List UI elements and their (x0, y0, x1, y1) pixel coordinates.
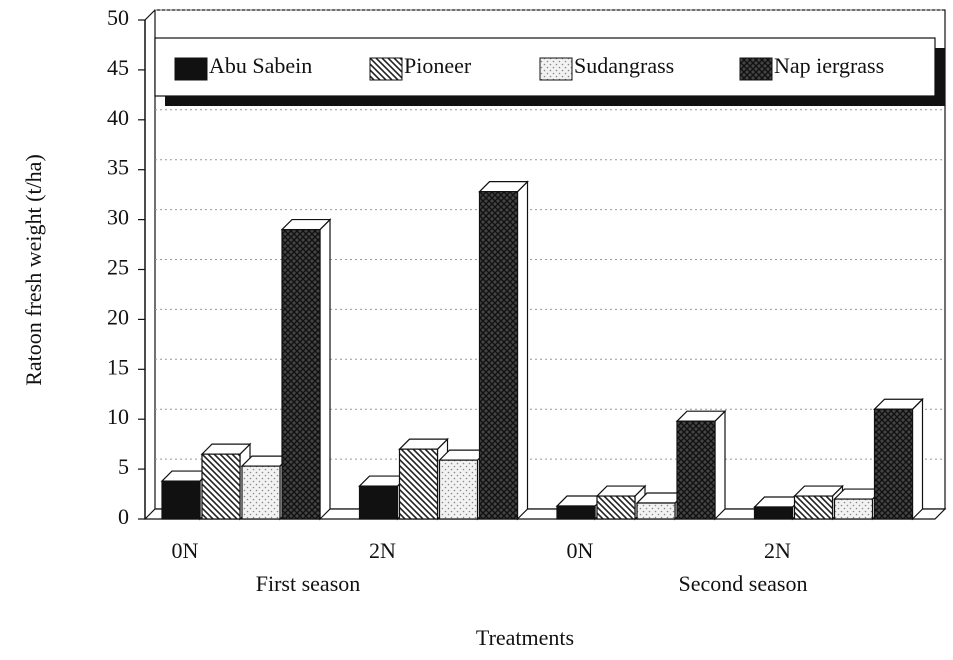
y-tick-label: 25 (107, 255, 129, 280)
legend-swatch (369, 57, 403, 81)
group-label: Second season (679, 571, 808, 596)
bar-front (358, 485, 399, 520)
bar-front (676, 420, 716, 520)
bar-front (161, 480, 201, 520)
y-tick-label: 30 (107, 205, 129, 230)
legend-label: Abu Sabein (209, 53, 312, 78)
bar-front (438, 459, 479, 520)
bar-side (516, 180, 529, 521)
bar-front (636, 502, 676, 520)
y-axis-top (144, 9, 156, 21)
bar (478, 180, 529, 521)
bar-front (281, 228, 321, 520)
bar-front (833, 498, 874, 520)
x-axis-label: Treatments (476, 625, 574, 650)
y-tick-label: 45 (107, 55, 129, 80)
bar (873, 397, 924, 521)
bar-front (873, 408, 914, 520)
bar-side (911, 397, 924, 521)
bar-side (319, 218, 331, 521)
bar-front (398, 448, 439, 520)
bar-side (714, 409, 726, 521)
legend-label: Pioneer (404, 53, 472, 78)
bar (635, 491, 687, 521)
bar-front (241, 465, 281, 520)
bar-front (556, 505, 596, 520)
legend-swatch (174, 57, 208, 81)
y-tick-label: 5 (118, 454, 129, 479)
y-tick-label: 15 (107, 354, 129, 379)
group-label: First season (256, 571, 361, 596)
legend-swatch (739, 57, 773, 81)
x-tick-label: 2N (369, 538, 396, 563)
y-tick-label: 0 (118, 504, 129, 529)
y-tick-label: 20 (107, 304, 129, 329)
bar-front (793, 495, 834, 520)
y-tick-label: 10 (107, 404, 129, 429)
bar-front (478, 191, 519, 520)
x-tick-label: 2N (764, 538, 791, 563)
y-axis-label: Ratoon fresh weight (t/ha) (21, 154, 46, 386)
bar (280, 218, 332, 521)
bar-front (753, 506, 794, 520)
y-tick-label: 35 (107, 155, 129, 180)
legend-swatch (539, 57, 573, 81)
bar (675, 409, 727, 521)
bar-front (596, 495, 636, 520)
x-tick-label: 0N (567, 538, 594, 563)
legend-label: Nap iergrass (774, 53, 884, 78)
x-tick-label: 0N (172, 538, 199, 563)
y-tick-label: 40 (107, 105, 129, 130)
y-tick-label: 50 (107, 5, 129, 30)
legend-label: Sudangrass (574, 53, 674, 78)
bar-front (201, 453, 241, 520)
